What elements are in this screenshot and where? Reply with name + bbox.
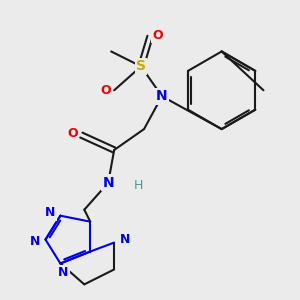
Text: N: N: [156, 89, 168, 103]
Text: H: H: [134, 179, 143, 192]
Text: N: N: [58, 266, 69, 279]
Text: O: O: [100, 84, 110, 97]
Text: N: N: [119, 233, 130, 246]
Text: N: N: [45, 206, 55, 219]
Text: O: O: [67, 127, 78, 140]
Text: N: N: [102, 176, 114, 190]
Text: O: O: [152, 28, 163, 41]
Text: S: S: [136, 59, 146, 74]
Text: N: N: [30, 235, 40, 248]
